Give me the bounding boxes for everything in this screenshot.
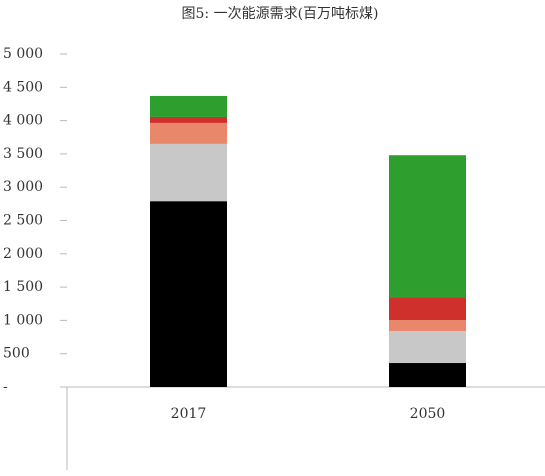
bar-segment <box>389 155 466 298</box>
y-tick-label: 1 000 <box>3 312 43 328</box>
bar-segment <box>150 143 227 202</box>
y-tick-label: 3 500 <box>3 146 43 162</box>
y-tick-label: 4 000 <box>3 113 43 129</box>
y-tick-label: 1 500 <box>3 279 43 295</box>
y-tick-label: 2 000 <box>3 246 43 262</box>
x-tick-label: 2050 <box>410 406 446 422</box>
x-tick-label: 2017 <box>171 406 207 422</box>
bar-segment <box>389 320 466 332</box>
y-tick-label: 4 500 <box>3 79 43 95</box>
y-tick-label: 2 500 <box>3 213 43 229</box>
bar-segment <box>150 201 227 387</box>
bar-segment <box>389 363 466 387</box>
y-tick-label: 3 000 <box>3 179 43 195</box>
y-tick-label: 5 000 <box>3 46 43 62</box>
bar-segment <box>150 95 227 117</box>
bar-segment <box>389 331 466 364</box>
chart-title: 图5: 一次能源需求(百万吨标煤) <box>182 6 379 22</box>
y-tick-label: - <box>3 379 8 395</box>
bar-segment <box>389 297 466 321</box>
bar-segment <box>150 116 227 123</box>
bar-segment <box>150 122 227 144</box>
y-tick-label: 500 <box>3 346 30 362</box>
